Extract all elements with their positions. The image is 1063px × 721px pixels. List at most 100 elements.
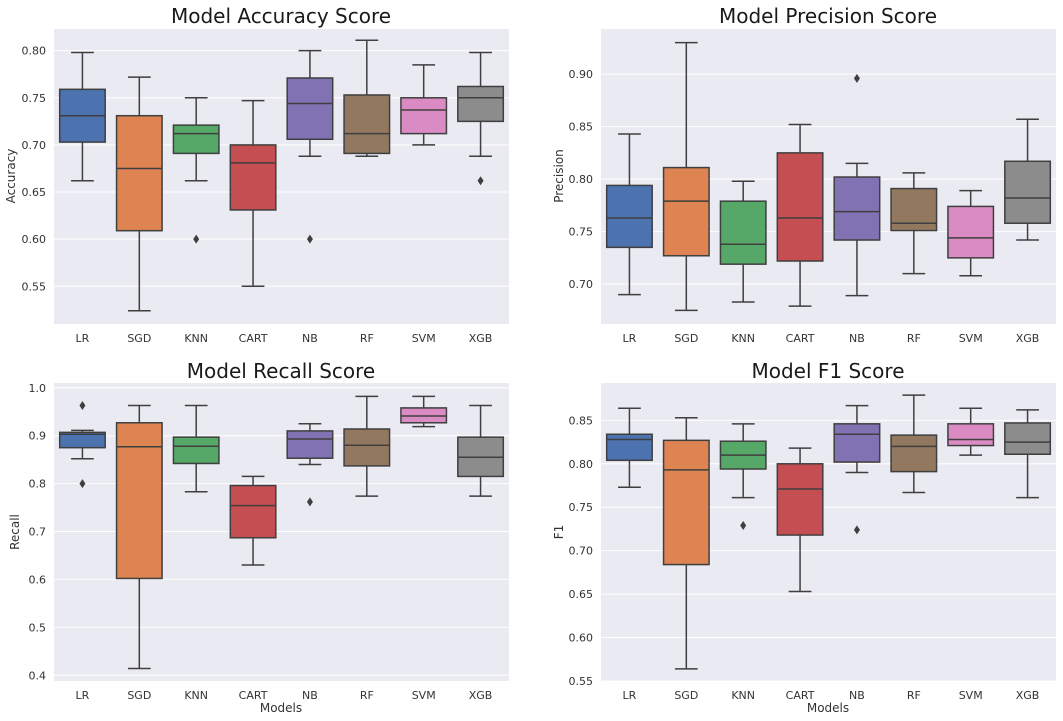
x-tick-label: CART bbox=[239, 332, 268, 345]
x-tick-label: NB bbox=[849, 332, 865, 345]
x-tick-label: KNN bbox=[184, 689, 208, 702]
chart-title: Model Recall Score bbox=[187, 359, 375, 383]
y-tick-label: 0.75 bbox=[569, 226, 594, 239]
iqr-box bbox=[605, 433, 653, 462]
iqr-box bbox=[115, 114, 163, 232]
x-tick-label: XGB bbox=[469, 689, 493, 702]
box-nb bbox=[286, 422, 334, 507]
box-knn bbox=[719, 423, 767, 530]
x-tick-label: KNN bbox=[184, 332, 208, 345]
iqr-box bbox=[400, 97, 448, 135]
accuracy-panel: 0.55 0.60 0.65 0.70 0.75 0.80 LR SGD KNN CART NB R… bbox=[4, 4, 509, 345]
iqr-box bbox=[662, 439, 710, 566]
y-tick-label: 0.60 bbox=[569, 632, 594, 645]
box-cart bbox=[776, 447, 824, 593]
box-xgb bbox=[457, 404, 505, 497]
x-tick-label: SGD bbox=[127, 689, 151, 702]
chart-title: Model Accuracy Score bbox=[171, 4, 391, 28]
y-tick-label: 0.90 bbox=[569, 68, 594, 81]
x-tick-label: SGD bbox=[674, 689, 698, 702]
y-tick-label: 0.55 bbox=[569, 675, 594, 688]
y-tick-label: 0.70 bbox=[22, 139, 47, 152]
y-axis-label: Recall bbox=[8, 514, 22, 550]
box-xgb bbox=[1004, 118, 1052, 241]
x-axis-label: Models bbox=[807, 701, 849, 715]
box-nb bbox=[833, 73, 881, 297]
y-tick-label: 0.7 bbox=[29, 526, 47, 539]
box-rf bbox=[343, 395, 391, 497]
outlier-point bbox=[853, 73, 860, 83]
iqr-box bbox=[229, 484, 277, 539]
iqr-box bbox=[58, 431, 106, 449]
outlier-point bbox=[740, 520, 747, 530]
x-tick-label: XGB bbox=[469, 332, 493, 345]
y-tick-label: 1.0 bbox=[29, 382, 47, 395]
y-axis-label: Accuracy bbox=[4, 149, 18, 204]
iqr-box bbox=[1004, 160, 1052, 224]
iqr-box bbox=[172, 436, 220, 465]
y-tick-label: 0.65 bbox=[569, 588, 594, 601]
x-tick-label: SVM bbox=[959, 332, 983, 345]
outlier-point bbox=[306, 234, 313, 244]
iqr-box bbox=[1004, 422, 1052, 455]
y-tick-label: 0.9 bbox=[29, 430, 47, 443]
x-tick-label: SVM bbox=[412, 332, 436, 345]
iqr-box bbox=[343, 94, 391, 155]
iqr-box bbox=[776, 463, 824, 536]
y-tick-label: 0.80 bbox=[569, 458, 594, 471]
box-svm bbox=[400, 64, 448, 146]
box-lr bbox=[58, 51, 106, 182]
box-sgd bbox=[662, 417, 710, 670]
outlier-point bbox=[477, 176, 484, 186]
box-cart bbox=[229, 99, 277, 288]
box-knn bbox=[172, 97, 220, 244]
iqr-box bbox=[605, 184, 653, 249]
y-axis-label: F1 bbox=[552, 525, 566, 540]
y-tick-label: 0.4 bbox=[29, 669, 47, 682]
x-tick-label: XGB bbox=[1016, 689, 1040, 702]
iqr-box bbox=[343, 428, 391, 467]
box-rf bbox=[890, 394, 938, 494]
iqr-box bbox=[229, 144, 277, 211]
y-tick-label: 0.70 bbox=[569, 545, 594, 558]
x-tick-label: LR bbox=[76, 689, 90, 702]
x-tick-label: CART bbox=[239, 689, 268, 702]
iqr-box bbox=[662, 166, 710, 257]
x-tick-label: SVM bbox=[959, 689, 983, 702]
f1-panel: 0.55 0.60 0.65 0.70 0.75 0.80 0.85 LR SGD KNN CAR… bbox=[552, 359, 1056, 715]
box-svm bbox=[947, 189, 995, 277]
outlier-point bbox=[306, 497, 313, 507]
x-tick-label: NB bbox=[302, 332, 318, 345]
box-sgd bbox=[115, 404, 163, 670]
y-tick-label: 0.5 bbox=[29, 621, 47, 634]
iqr-box bbox=[776, 152, 824, 262]
box-nb bbox=[286, 49, 334, 244]
x-axis-label: Models bbox=[260, 701, 302, 715]
box-svm bbox=[947, 407, 995, 456]
box-svm bbox=[400, 395, 448, 428]
box-knn bbox=[719, 180, 767, 303]
y-tick-label: 0.8 bbox=[29, 478, 47, 491]
box-xgb bbox=[457, 51, 505, 186]
x-tick-label: LR bbox=[623, 332, 637, 345]
y-tick-label: 0.80 bbox=[569, 173, 594, 186]
x-tick-label: NB bbox=[849, 689, 865, 702]
x-tick-label: RF bbox=[360, 332, 374, 345]
y-tick-label: 0.85 bbox=[569, 121, 594, 134]
x-tick-label: KNN bbox=[731, 689, 755, 702]
iqr-box bbox=[833, 176, 881, 241]
iqr-box bbox=[457, 85, 505, 123]
chart-title: Model Precision Score bbox=[719, 4, 937, 28]
y-tick-label: 0.85 bbox=[569, 414, 594, 427]
iqr-box bbox=[172, 124, 220, 155]
iqr-box bbox=[947, 205, 995, 259]
iqr-box bbox=[719, 200, 767, 265]
box-cart bbox=[776, 123, 824, 307]
x-tick-label: RF bbox=[907, 689, 921, 702]
iqr-box bbox=[286, 430, 334, 459]
iqr-box bbox=[890, 187, 938, 232]
x-tick-label: SGD bbox=[674, 332, 698, 345]
x-tick-label: XGB bbox=[1016, 332, 1040, 345]
box-xgb bbox=[1004, 409, 1052, 499]
outlier-point bbox=[79, 479, 86, 489]
